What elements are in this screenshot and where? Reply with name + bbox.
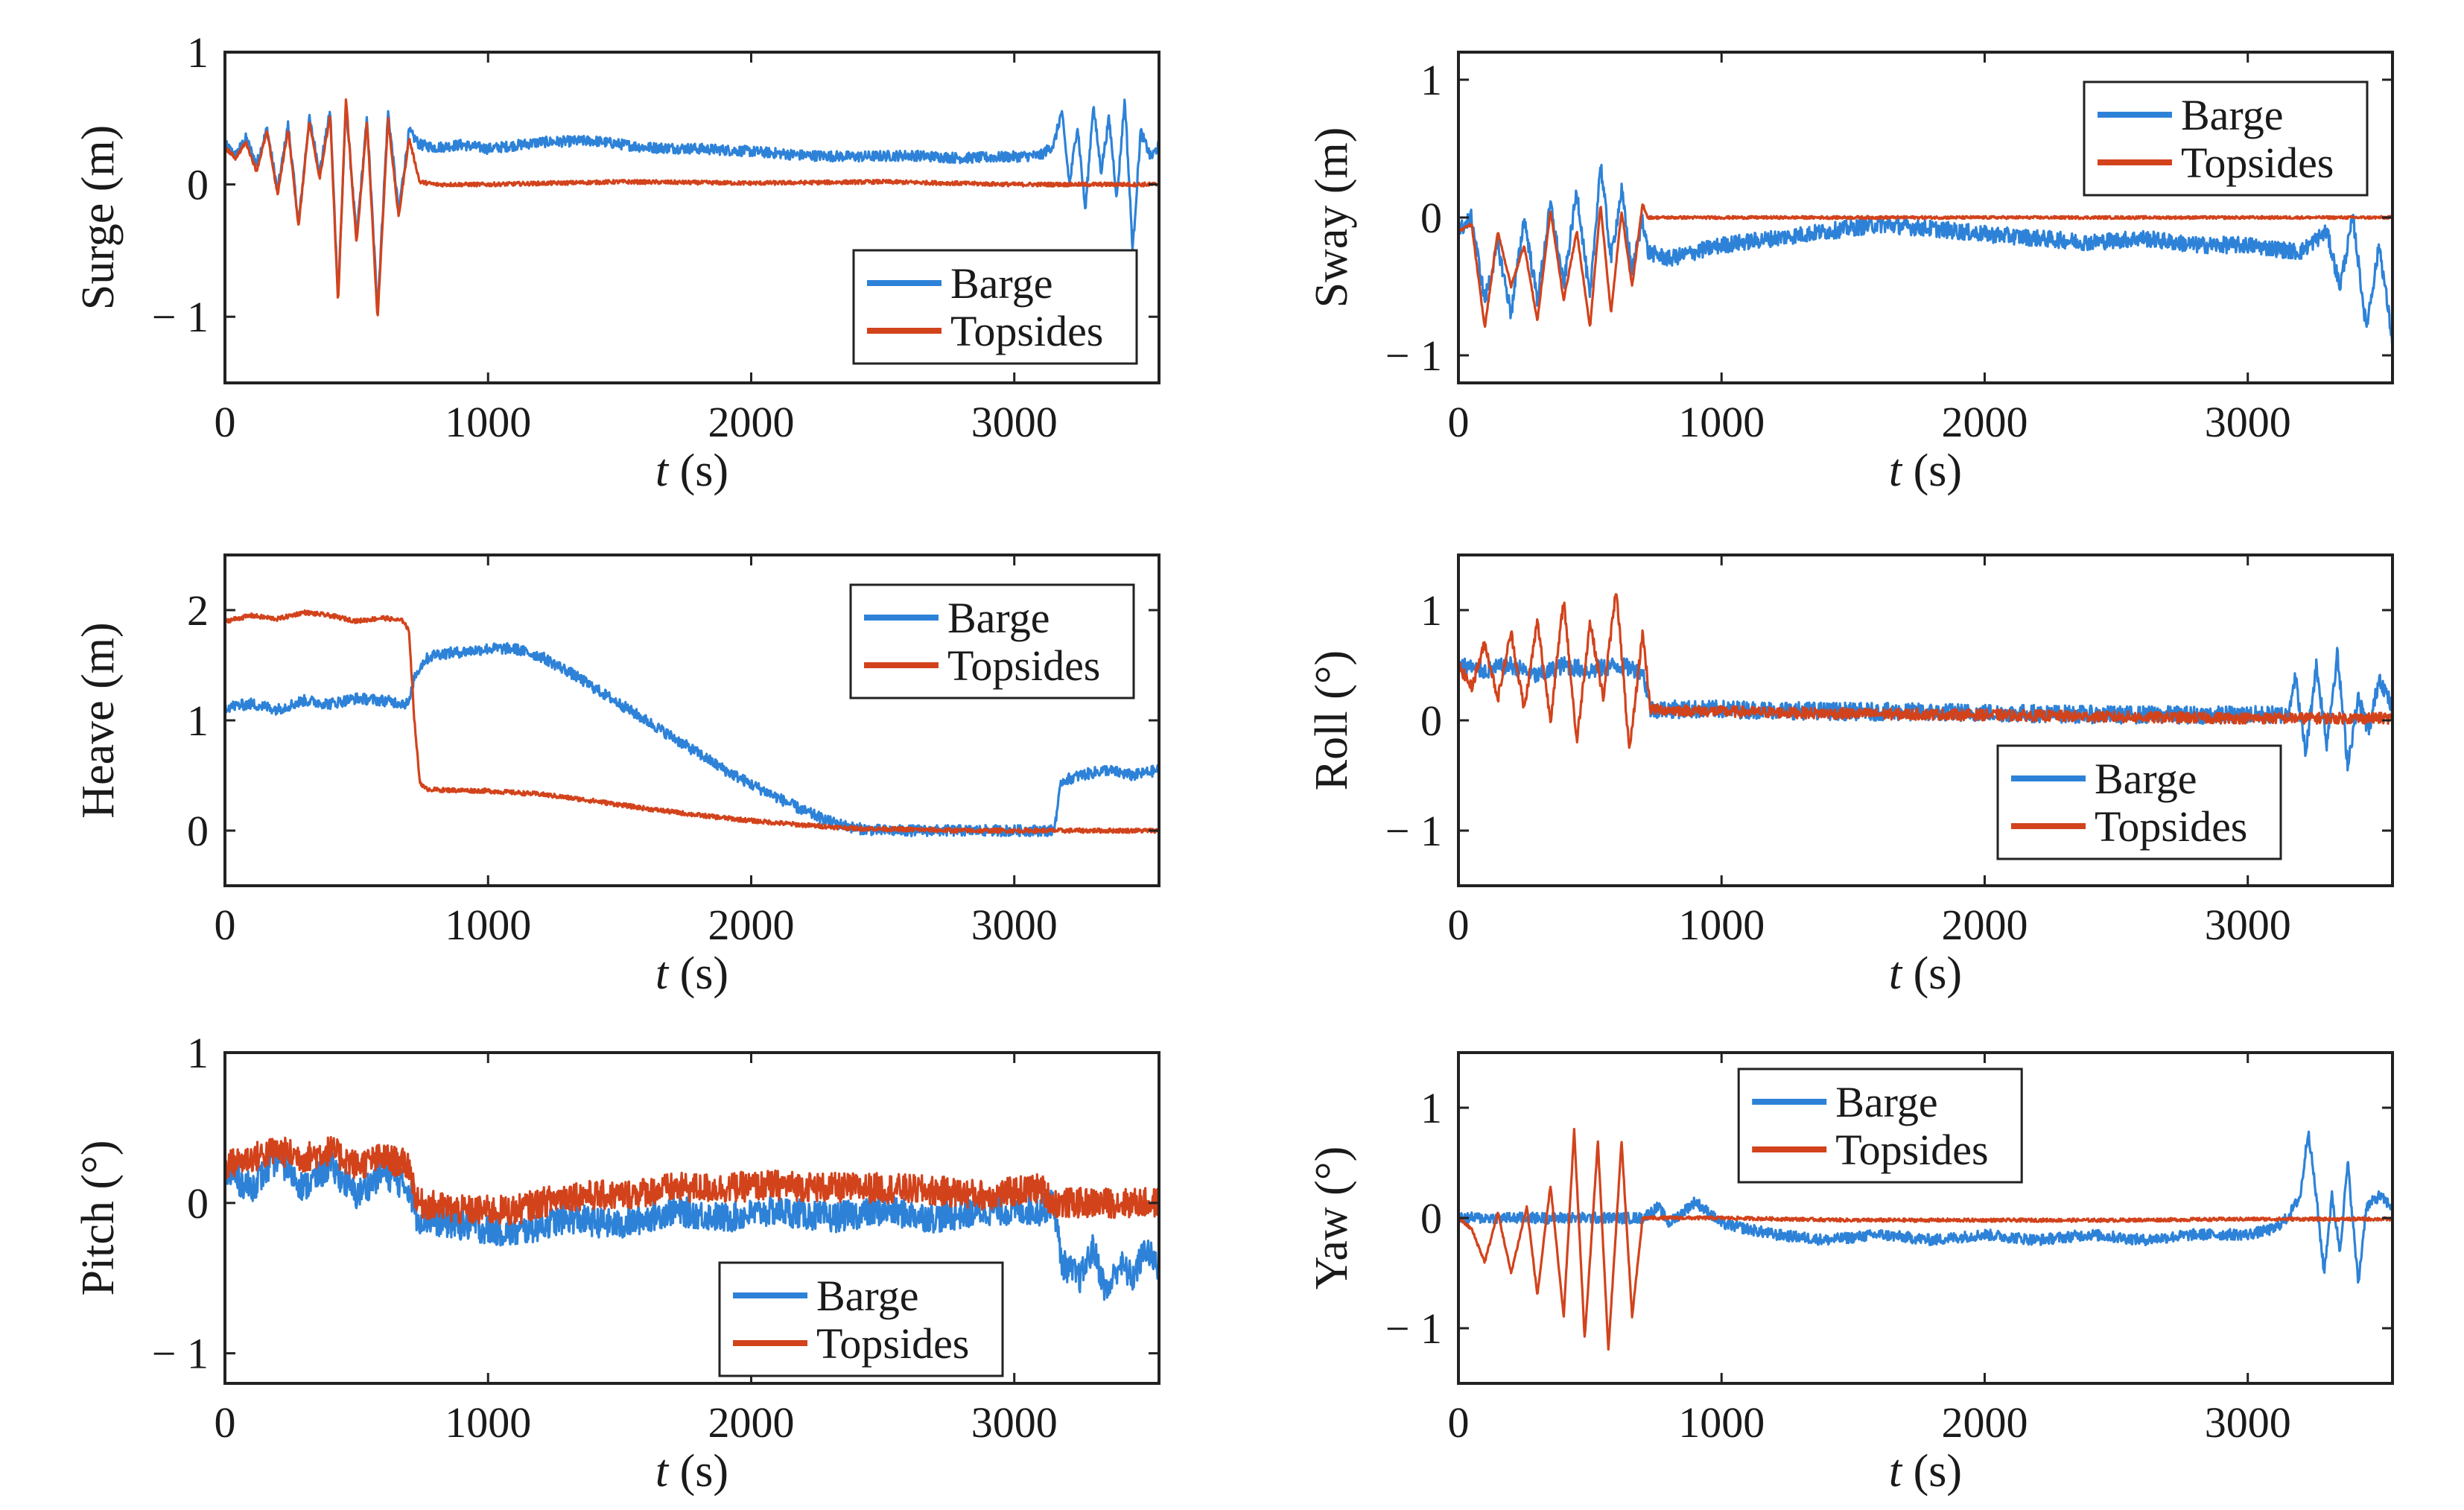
legend-label-barge: Barge [816,1272,918,1320]
legend-label-barge: Barge [1835,1078,1937,1126]
y-axis-label: Roll (°) [1306,650,1357,790]
series-line-topsides [225,609,1159,834]
x-tick-label: 3000 [2205,1398,2291,1447]
series-line-barge [1458,163,2392,344]
series-line-topsides [1458,1127,2392,1351]
x-tick-label: 2000 [708,901,794,949]
y-axis-label: Heave (m) [73,622,124,818]
y-tick-label: 1 [187,28,209,77]
y-axis-label: Surge (m) [73,125,124,311]
x-axis-label: t (s) [655,948,728,999]
y-tick-label: 0 [187,807,209,855]
y-tick-label: 1 [187,697,209,745]
legend-box [718,1261,1004,1377]
legend-label-topsides: Topsides [947,641,1100,690]
x-tick-label: 2000 [708,398,794,446]
x-axis-label: t (s) [1889,1446,1962,1497]
x-tick-label: 0 [215,901,236,949]
y-tick-label: 0 [1420,697,1442,745]
legend-label-topsides: Topsides [1835,1126,1988,1174]
y-tick-label: 2 [187,586,209,635]
x-tick-label: 0 [215,398,236,446]
legend-label-topsides: Topsides [950,307,1103,355]
y-axis-label: Pitch (°) [73,1140,124,1295]
y-tick-label: − 1 [1385,331,1442,380]
series-line-barge [225,1146,1159,1301]
series-line-topsides [1458,203,2392,329]
x-tick-label: 2000 [1941,398,2028,446]
axes-frame [223,51,1160,384]
x-axis-label: t (s) [655,445,728,496]
legend-label-barge: Barge [2181,91,2283,139]
legend-label-topsides: Topsides [816,1319,969,1368]
axes-frame [223,1051,1160,1385]
legend-label-topsides: Topsides [2095,802,2247,851]
y-tick-label: − 1 [152,293,209,341]
y-tick-label: − 1 [1385,807,1442,855]
legend-label-barge: Barge [947,594,1050,642]
x-tick-label: 3000 [971,398,1058,446]
y-tick-label: 1 [187,1029,209,1077]
x-axis-label: t (s) [1889,445,1962,496]
x-tick-label: 0 [1448,1398,1470,1447]
y-tick-label: 1 [1420,586,1442,635]
y-tick-label: 0 [187,1179,209,1228]
legend-label-barge: Barge [2095,755,2197,803]
x-tick-label: 1000 [445,901,531,949]
x-tick-label: 0 [1448,398,1470,446]
x-axis-label: t (s) [1889,948,1962,999]
x-tick-label: 2000 [1941,1398,2028,1447]
panel-surge: 0 1000 2000 3000 − 1 0 1 t (s) Surge (m) BargeTop… [73,28,1160,496]
series-line-topsides [225,98,1159,317]
y-tick-label: 0 [1420,194,1442,242]
legend-label-topsides: Topsides [2181,139,2334,187]
x-tick-label: 2000 [708,1398,794,1447]
legend-box [849,583,1135,700]
x-tick-label: 3000 [971,901,1058,949]
y-tick-label: 1 [1420,1084,1442,1132]
y-tick-label: 0 [187,161,209,209]
x-tick-label: 1000 [1678,1398,1765,1447]
y-tick-label: − 1 [1385,1304,1442,1353]
legend-box [852,249,1138,365]
x-tick-label: 0 [1448,901,1470,949]
x-tick-label: 1000 [445,398,531,446]
y-axis-label: Sway (m) [1306,127,1357,308]
legend-box [2083,80,2369,197]
y-tick-label: 0 [1420,1194,1442,1243]
legend-label-barge: Barge [950,259,1052,308]
x-tick-label: 2000 [1941,901,2028,949]
x-tick-label: 0 [215,1398,236,1447]
x-tick-label: 1000 [1678,901,1765,949]
series-line-barge [225,641,1159,838]
y-tick-label: − 1 [152,1330,209,1378]
legend-box [1996,744,2282,860]
series-line-topsides [225,1135,1159,1226]
x-tick-label: 3000 [971,1398,1058,1447]
x-tick-label: 1000 [445,1398,531,1447]
x-tick-label: 1000 [1678,398,1765,446]
legend-box [1737,1068,2023,1184]
y-axis-label: Yaw (°) [1306,1146,1357,1289]
x-tick-label: 3000 [2205,398,2291,446]
series-line-barge [1458,1130,2392,1284]
series-line-topsides [1458,593,2392,749]
x-tick-label: 3000 [2205,901,2291,949]
x-axis-label: t (s) [655,1446,728,1497]
y-tick-label: 1 [1420,56,1442,104]
panel-heave: 0 1000 2000 3000 0 1 2 t (s) Heave (m) BargeTopsi… [73,553,1160,999]
